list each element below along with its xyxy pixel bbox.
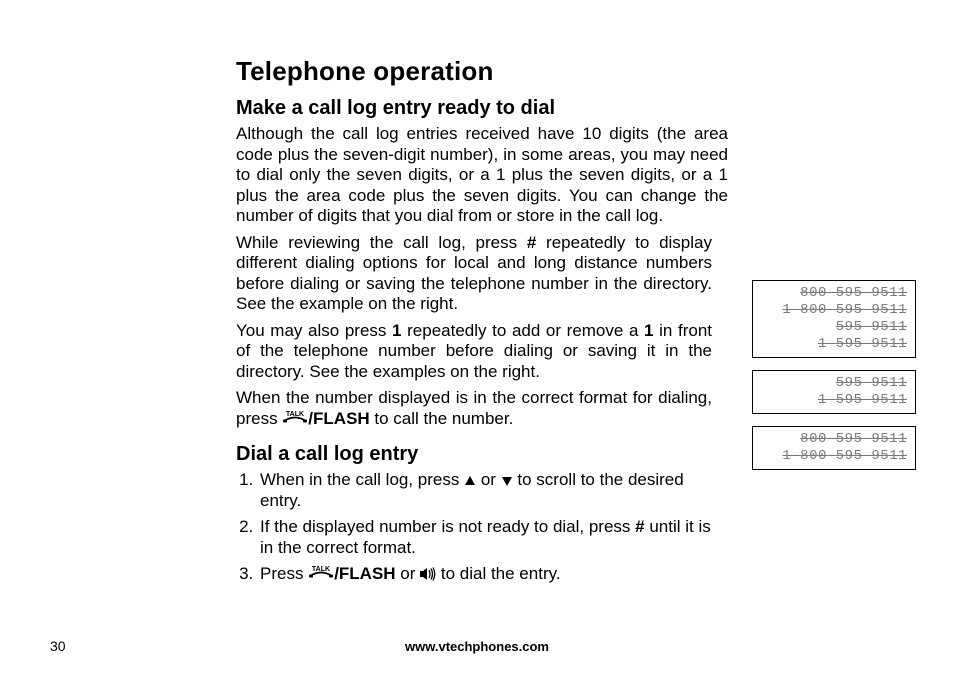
text: to call the number. [370, 409, 514, 428]
page-footer: 30 www.vtechphones.com [0, 636, 954, 654]
text: You may also press [236, 321, 392, 340]
text: or [396, 564, 421, 583]
lcd-example-2: 595-9511 1-595-9511 [752, 370, 916, 414]
text: When in the call log, press [260, 470, 464, 489]
section1-p1: Although the call log entries received h… [236, 124, 728, 227]
step-1: When in the call log, press or to scroll… [258, 470, 728, 511]
page-title: Telephone operation [236, 56, 728, 87]
text: If the displayed number is not ready to … [260, 517, 635, 536]
steps-list: When in the call log, press or to scroll… [236, 470, 728, 585]
one-key: 1 [644, 321, 653, 340]
text: repeatedly to add or remove a [402, 321, 645, 340]
lcd-line: 1-800-595-9511 [757, 302, 907, 319]
flash-key: /FLASH [308, 409, 369, 428]
speaker-icon [420, 567, 436, 581]
text: to dial the entry. [436, 564, 560, 583]
section1-p4: When the number displayed is in the corr… [236, 388, 712, 429]
text: Press [260, 564, 308, 583]
lcd-line: 595-9511 [757, 319, 907, 336]
lcd-example-3: 800-595-9511 1-800-595-9511 [752, 426, 916, 470]
main-column: Telephone operation Make a call log entr… [236, 56, 728, 591]
lcd-line: 1-800-595-9511 [757, 448, 907, 465]
section1-title: Make a call log entry ready to dial [236, 97, 728, 120]
footer-url: www.vtechphones.com [0, 639, 954, 654]
lcd-line: 595-9511 [757, 375, 907, 392]
text: or [476, 470, 501, 489]
manual-page: Telephone operation Make a call log entr… [0, 0, 954, 682]
one-key: 1 [392, 321, 401, 340]
talk-icon: TALK [308, 565, 334, 581]
talk-icon: TALK [282, 410, 308, 426]
content-area: Telephone operation Make a call log entr… [236, 56, 916, 591]
step-2: If the displayed number is not ready to … [258, 517, 728, 558]
lcd-examples-column: 800-595-9511 1-800-595-9511 595-9511 1-5… [752, 280, 916, 482]
section2-title: Dial a call log entry [236, 443, 728, 466]
lcd-example-1: 800-595-9511 1-800-595-9511 595-9511 1-5… [752, 280, 916, 358]
arrow-down-icon [501, 475, 513, 487]
lcd-line: 800-595-9511 [757, 431, 907, 448]
flash-key: /FLASH [334, 564, 395, 583]
hash-key: # [527, 233, 536, 252]
text: While reviewing the call log, press [236, 233, 527, 252]
lcd-line: 1-595-9511 [757, 392, 907, 409]
section1-p3: You may also press 1 repeatedly to add o… [236, 321, 712, 383]
hash-key: # [635, 517, 644, 536]
section1-p2: While reviewing the call log, press # re… [236, 233, 712, 315]
lcd-line: 1-595-9511 [757, 336, 907, 353]
lcd-line: 800-595-9511 [757, 285, 907, 302]
step-3: Press TALK/FLASH or to dial the entry. [258, 564, 728, 585]
arrow-up-icon [464, 475, 476, 487]
